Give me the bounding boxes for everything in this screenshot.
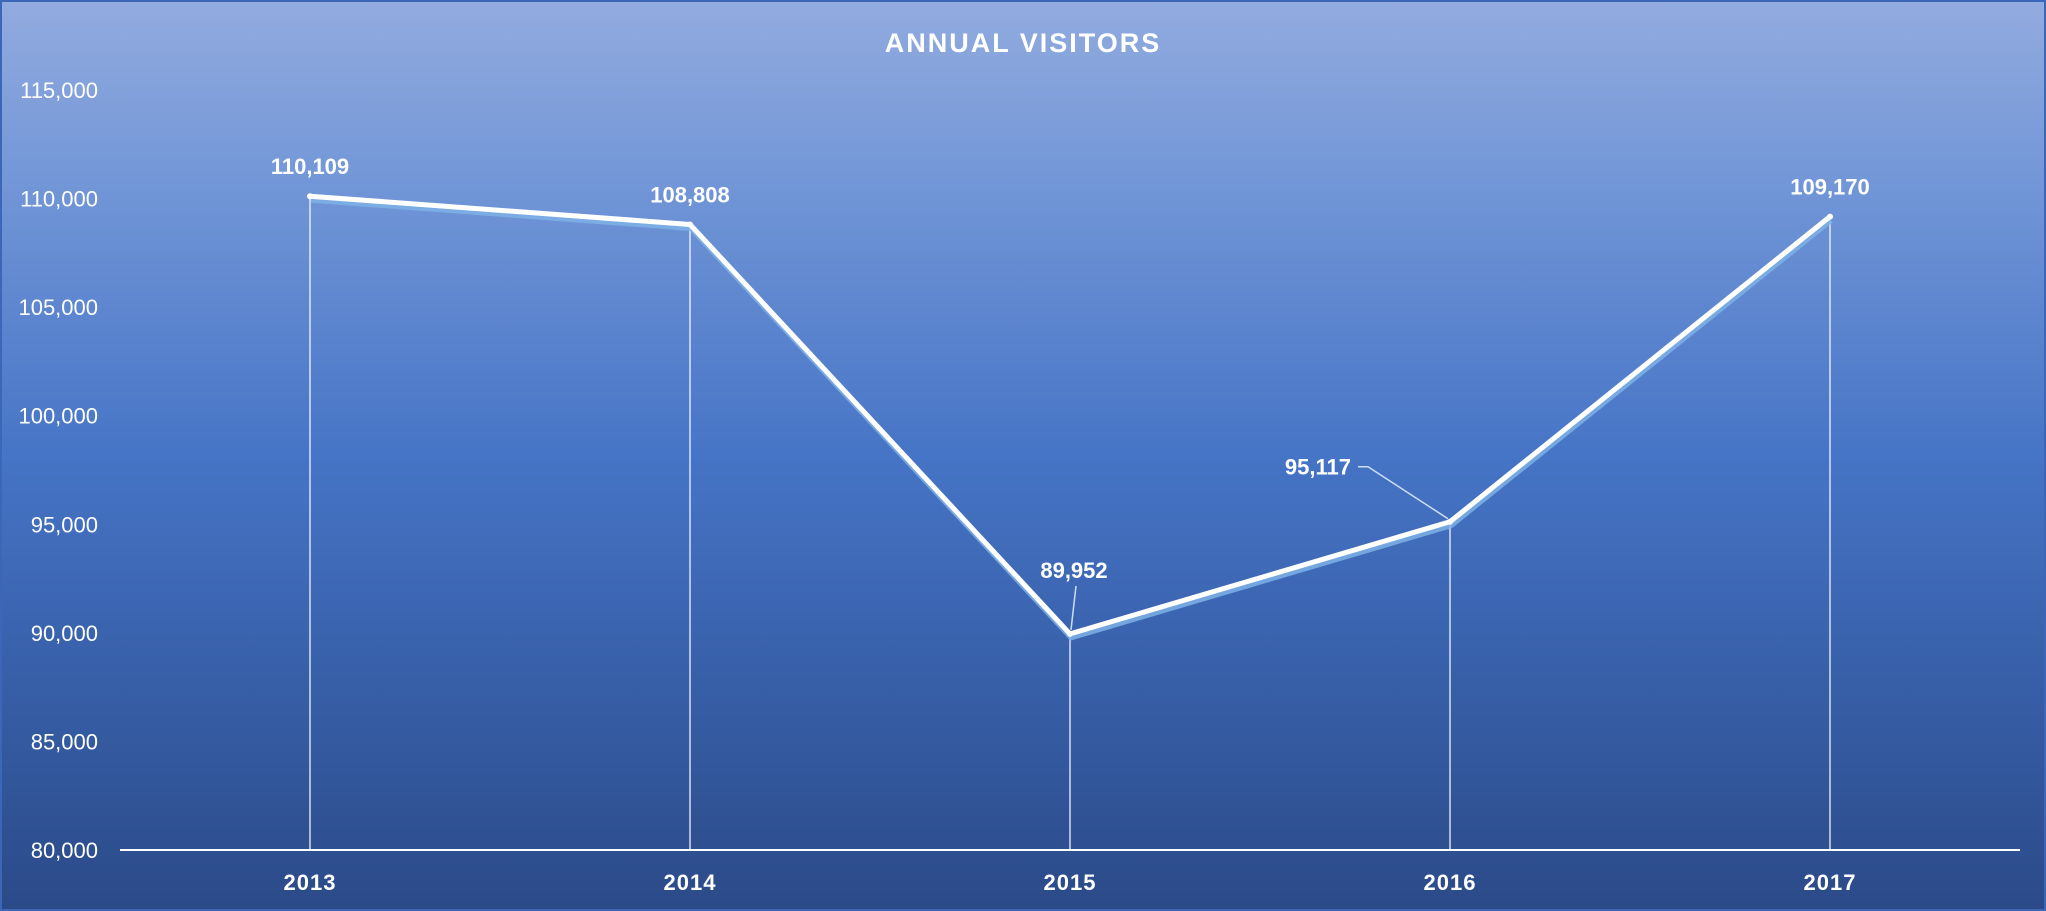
y-tick-label: 90,000 xyxy=(31,621,98,646)
chart-title: ANNUAL VISITORS xyxy=(885,28,1162,58)
data-label: 108,808 xyxy=(650,182,730,207)
data-label: 95,117 xyxy=(1285,455,1351,480)
y-tick-label: 115,000 xyxy=(20,78,98,103)
data-point xyxy=(1447,518,1453,525)
data-label: 89,952 xyxy=(1040,558,1107,583)
y-tick-label: 85,000 xyxy=(31,729,98,754)
x-tick-label: 2014 xyxy=(664,870,717,895)
data-point xyxy=(1067,630,1073,637)
y-tick-label: 110,000 xyxy=(20,187,98,212)
data-point xyxy=(307,193,313,200)
data-label: 109,170 xyxy=(1790,175,1870,200)
data-point xyxy=(687,221,693,228)
y-tick-label: 105,000 xyxy=(18,295,98,320)
x-axis-tick-labels: 2013 2014 2015 2016 2017 xyxy=(284,870,1857,895)
drop-lines xyxy=(309,196,1831,850)
y-tick-label: 95,000 xyxy=(31,512,98,537)
leader-line xyxy=(1358,465,1449,520)
x-tick-label: 2017 xyxy=(1804,870,1857,895)
series-line-shadow xyxy=(310,197,1833,641)
x-tick-label: 2015 xyxy=(1044,870,1097,895)
data-points xyxy=(307,193,1833,637)
y-tick-label: 80,000 xyxy=(31,838,98,863)
x-tick-label: 2013 xyxy=(284,870,337,895)
leader-lines xyxy=(1070,465,1449,630)
x-tick-label: 2016 xyxy=(1424,870,1477,895)
data-labels: 110,109 108,808 89,952 95,117 109,170 xyxy=(271,154,1870,583)
y-axis-tick-labels: 80,000 85,000 90,000 95,000 100,000 105,000 11… xyxy=(18,78,98,863)
data-point xyxy=(1827,213,1833,220)
leader-line xyxy=(1070,585,1077,630)
data-label: 110,109 xyxy=(271,154,349,179)
y-tick-label: 100,000 xyxy=(18,404,98,429)
